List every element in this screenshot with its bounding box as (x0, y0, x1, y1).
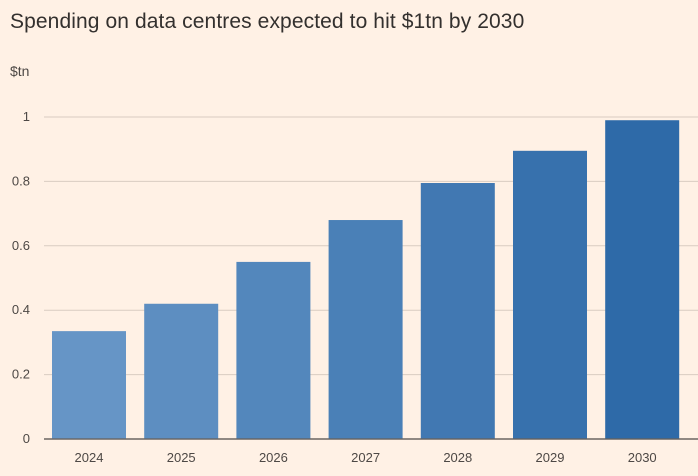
bar-2026 (236, 261, 311, 439)
y-axis-unit-label: $tn (10, 63, 29, 79)
x-tick-label: 2030 (628, 450, 657, 465)
x-tick-label: 2026 (259, 450, 288, 465)
bar-2024 (52, 331, 126, 439)
y-tick-label: 0 (23, 431, 30, 446)
y-tick-label: 0.2 (12, 367, 30, 382)
y-tick-label: 1 (23, 109, 30, 124)
x-tick-label: 2024 (75, 450, 104, 465)
chart-title: Spending on data centres expected to hit… (10, 10, 525, 33)
y-tick-label: 0.4 (12, 302, 30, 317)
y-tick-label: 0.8 (12, 173, 30, 188)
x-tick-label: 2025 (167, 450, 196, 465)
bar-2027 (328, 220, 403, 439)
x-tick-label: 2028 (443, 450, 472, 465)
bars (44, 120, 698, 440)
y-tick-label: 0.6 (12, 238, 30, 253)
x-tick-labels: 2024 2025 2026 2027 2028 2029 2030 (75, 450, 657, 465)
x-tick-label: 2027 (351, 450, 380, 465)
y-tick-labels: 0 0.2 0.4 0.6 0.8 1 (12, 109, 30, 446)
x-tick-label: 2029 (536, 450, 565, 465)
bar-2029 (513, 150, 587, 439)
bar-2030 (605, 120, 680, 439)
bar-2025 (144, 303, 219, 439)
bar-2028 (420, 183, 495, 439)
